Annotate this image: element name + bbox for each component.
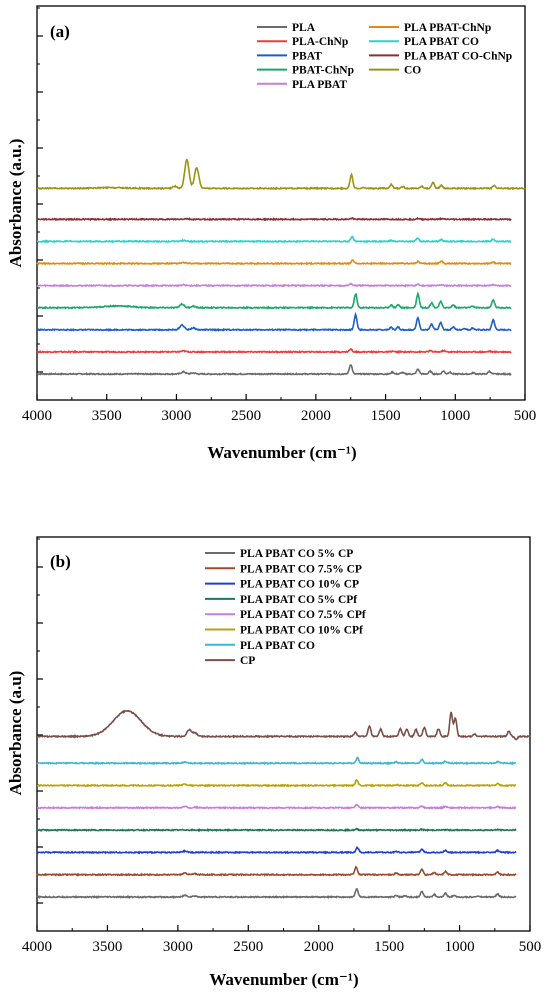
legend-label: PLA PBAT CO [240, 640, 315, 652]
spectra-a [36, 158, 526, 376]
legend-label: PLA-ChNp [292, 36, 348, 48]
legend-label: PLA PBAT CO 7.5% CPf [240, 609, 366, 621]
legend-label: PLA PBAT CO 10% CP [240, 579, 359, 591]
spectrum-line [36, 865, 517, 877]
spectrum-line [36, 827, 517, 833]
x-tick-label: 2500 [231, 408, 261, 424]
x-tick-label: 500 [519, 939, 542, 955]
spectrum-line [36, 259, 512, 266]
legend-label: PBAT [292, 50, 322, 62]
legend-label: PLA PBAT [292, 79, 347, 91]
x-tick-label: 2000 [301, 408, 331, 424]
legend-label: PLA PBAT CO [404, 36, 479, 48]
spectrum-line [36, 364, 512, 376]
x-tick-label: 1500 [371, 408, 401, 424]
legend-label: CO [404, 65, 421, 77]
panel-label-a: (a) [50, 22, 70, 41]
legend-label: PBAT-ChNp [292, 65, 354, 77]
x-tick-label: 4000 [22, 939, 52, 955]
legend-label: PLA PBAT CO 7.5% CP [240, 563, 362, 575]
spectrum-line [36, 803, 517, 811]
x-axis-label-b: Wavenumber (cm⁻¹) [209, 970, 358, 989]
spectrum-line [36, 235, 512, 244]
x-tick-label: 1000 [445, 939, 475, 955]
x-tick-label: 3500 [92, 939, 122, 955]
spectrum-line [36, 845, 517, 855]
y-ticks-a [37, 7, 43, 373]
spectrum-line [36, 291, 512, 310]
x-tick-label: 3000 [161, 408, 191, 424]
legend-a: PLA PLA-ChNp PBAT PBAT-ChNp PLA PBAT PLA PBAT… [257, 22, 512, 91]
x-ticks-b: 4000 3500 3000 2500 2000 1500 1000 500 [22, 925, 541, 955]
panel-a: 4000 3500 3000 2500 2000 1500 1000 500 (a) PLAP… [6, 5, 536, 462]
legend-b: PLA PBAT CO 5% CP PLA PBAT CO 7.5% CP PLA … [205, 548, 366, 667]
legend-label: CP [240, 655, 255, 667]
x-tick-label: 4000 [22, 408, 52, 424]
spectrum-line [36, 216, 512, 222]
legend-label: PLA PBAT CO-ChNp [404, 50, 512, 62]
x-tick-label: 1000 [440, 408, 470, 424]
y-axis-label-b: Absorbance (a.u) [6, 671, 25, 796]
x-tick-label: 2000 [304, 939, 334, 955]
x-tick-label: 3000 [163, 939, 193, 955]
legend-label: PLA PBAT CO 5% CP [240, 548, 353, 560]
spectrum-line [36, 709, 531, 741]
legend-label: PLA PBAT CO 5% CPf [240, 594, 357, 606]
spectrum-line [36, 887, 517, 900]
legend-label: PLA [292, 22, 316, 34]
x-ticks-a: 4000 3500 3000 2500 2000 1500 1000 500 [22, 394, 536, 424]
x-tick-label: 3500 [92, 408, 122, 424]
legend-label: PLA PBAT CO 10% CPf [240, 625, 363, 637]
spectrum-line [36, 778, 517, 788]
x-tick-label: 1500 [374, 939, 404, 955]
x-axis-label-a: Wavenumber (cm⁻¹) [207, 443, 356, 462]
spectrum-line [36, 282, 512, 288]
legend-label: PLA PBAT-ChNp [404, 22, 491, 34]
y-axis-label-a: Absorbance (a.u.) [6, 139, 25, 268]
spectrum-line [36, 311, 512, 332]
spectra-b [36, 709, 531, 900]
spectrum-line [36, 348, 512, 354]
panel-b: 4000 3500 3000 2500 2000 1500 1000 500 (b) PLA … [6, 536, 541, 989]
y-ticks-b [37, 538, 43, 904]
panel-label-b: (b) [50, 552, 71, 571]
spectrum-line [36, 158, 526, 191]
x-tick-label: 500 [514, 408, 537, 424]
x-tick-label: 2500 [233, 939, 263, 955]
plot-frame-a [36, 5, 526, 401]
spectrum-line [36, 756, 517, 766]
